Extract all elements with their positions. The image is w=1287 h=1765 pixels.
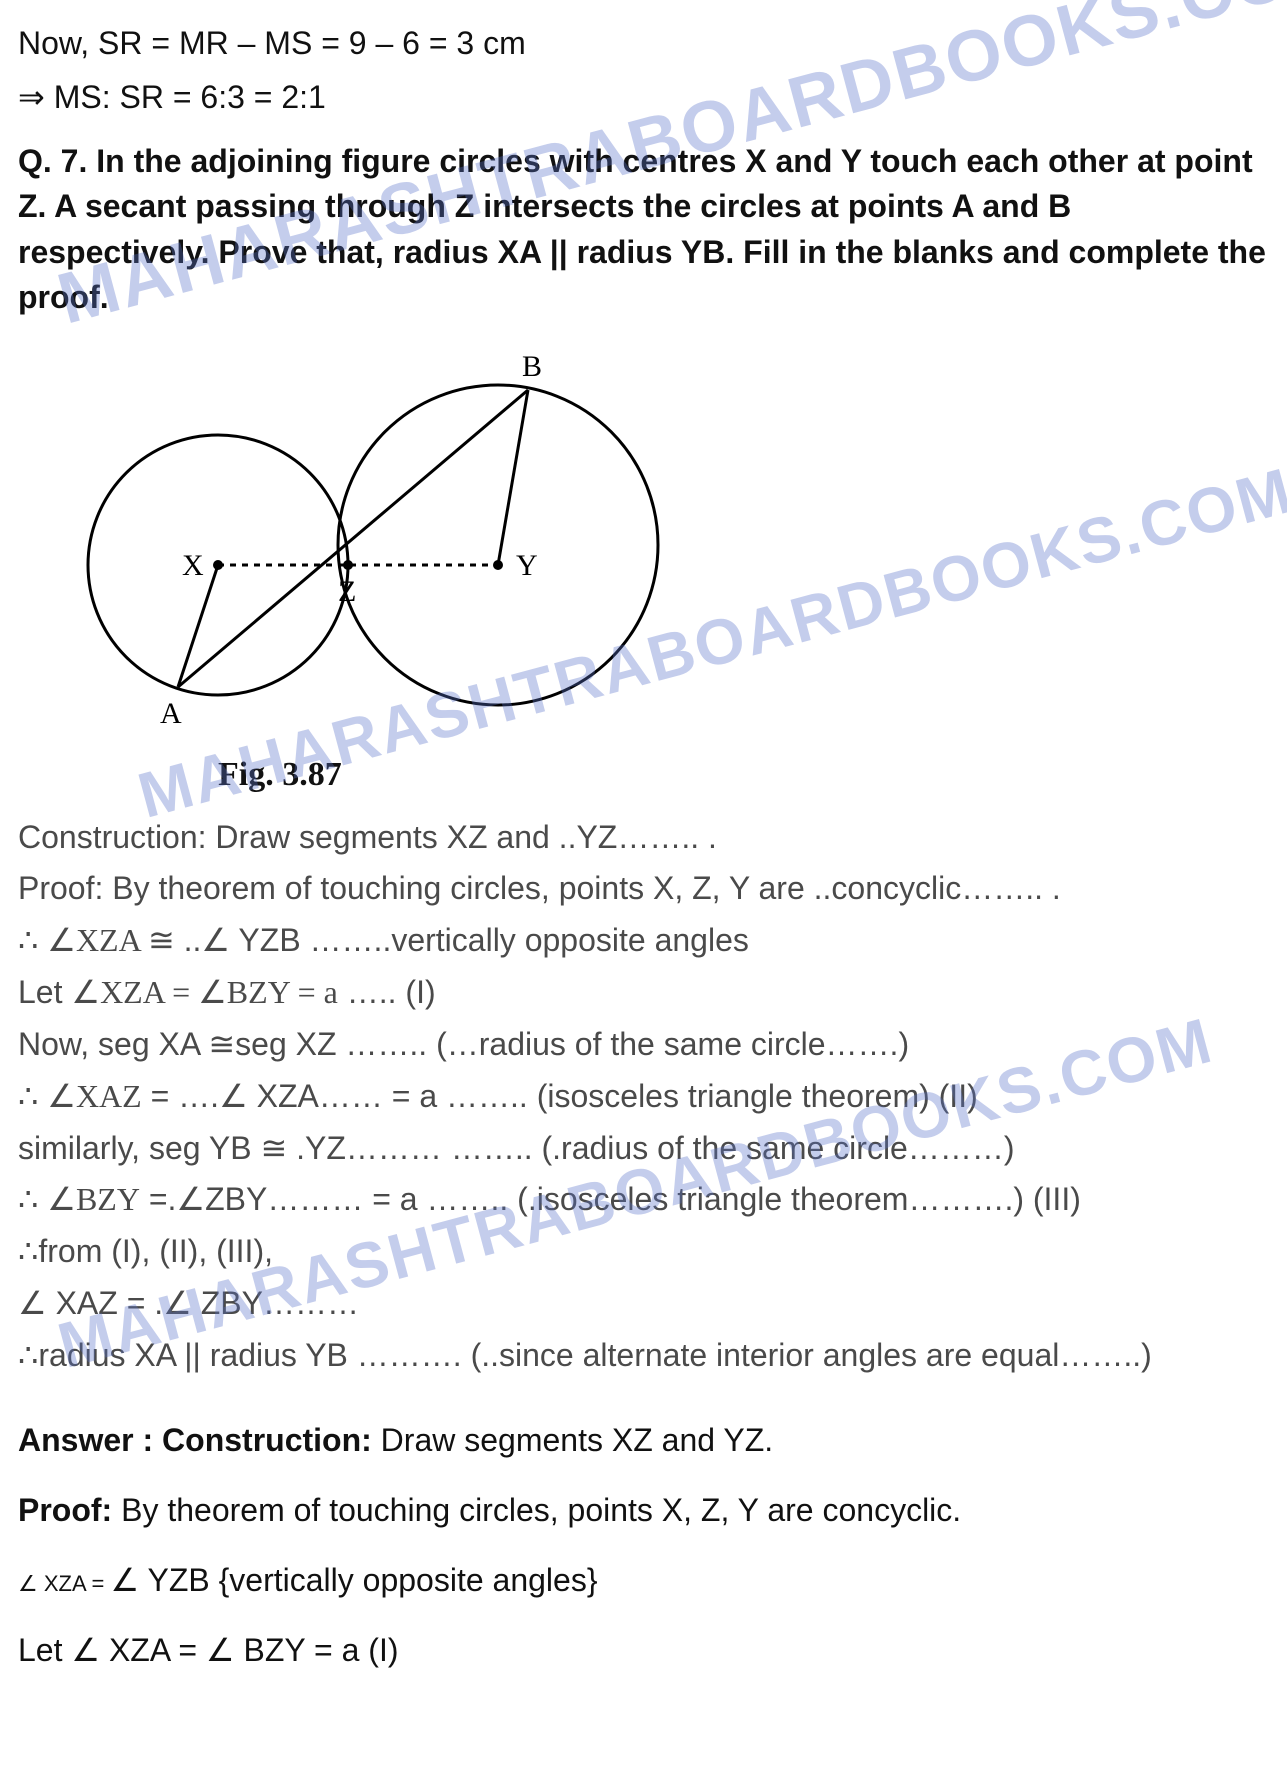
math-expression: ∠XZA = ∠BZY = a bbox=[71, 974, 337, 1010]
prev-solution-line-1: Now, SR = MR – MS = 9 – 6 = 3 cm bbox=[18, 20, 1269, 66]
math-expression: ∠BZY bbox=[47, 1181, 140, 1217]
proof-line: ∴ ∠XZA ≅ ..∠ YZB ……..vertically opposite… bbox=[18, 915, 1269, 967]
answer-line: Proof: By theorem of touching circles, p… bbox=[18, 1486, 1269, 1534]
proof-text: ..∠ YZB ……..vertically opposite angles bbox=[175, 922, 749, 958]
math-expression: ∠XAZ bbox=[47, 1078, 141, 1114]
answer-text: ∠ YZB {vertically opposite angles} bbox=[110, 1562, 597, 1598]
proof-line: Proof: By theorem of touching circles, p… bbox=[18, 863, 1269, 915]
answer-line: ∠ XZA = ∠ YZB {vertically opposite angle… bbox=[18, 1556, 1269, 1604]
answer-line: Let ∠ XZA = ∠ BZY = a (I) bbox=[18, 1626, 1269, 1674]
svg-text:A: A bbox=[160, 697, 182, 730]
proof-text: ….. (I) bbox=[338, 974, 436, 1010]
answer-text: Draw segments XZ and YZ. bbox=[372, 1422, 773, 1458]
math-expression: ∠XZA ≅ bbox=[47, 922, 175, 958]
svg-text:X: X bbox=[182, 549, 204, 582]
figure-caption: Fig. 3.87 bbox=[218, 756, 1269, 794]
svg-text:Z: Z bbox=[338, 575, 356, 608]
therefore-symbol: ∴ bbox=[18, 1181, 47, 1217]
svg-text:B: B bbox=[522, 350, 542, 383]
proof-line: Construction: Draw segments XZ and ..YZ…… bbox=[18, 812, 1269, 864]
svg-text:Y: Y bbox=[516, 549, 538, 582]
question-text: Q. 7. In the adjoining figure circles wi… bbox=[18, 139, 1269, 321]
geometry-diagram: B X Y Z A bbox=[58, 345, 678, 745]
proof-text: =.∠ZBY……… = a …….. (.isosceles triangle … bbox=[140, 1181, 1081, 1217]
answer-label: Answer : Construction: bbox=[18, 1422, 372, 1458]
prev-solution-line-2: ⇒ MS: SR = 6:3 = 2:1 bbox=[18, 74, 1269, 120]
proof-line: Now, seg XA ≅seg XZ …….. (…radius of the… bbox=[18, 1019, 1269, 1071]
angle-expression: ∠ XZA = bbox=[18, 1571, 110, 1596]
proof-line: ∴ ∠XAZ = ….∠ XZA…… = a …….. (isosceles t… bbox=[18, 1071, 1269, 1123]
proof-line: ∴from (I), (II), (III), bbox=[18, 1226, 1269, 1278]
proof-text: Let bbox=[18, 974, 71, 1010]
proof-line: similarly, seg YB ≅ .YZ……… …….. (.radius… bbox=[18, 1123, 1269, 1175]
answer-line: Answer : Construction: Draw segments XZ … bbox=[18, 1416, 1269, 1464]
proof-line: Let ∠XZA = ∠BZY = a ….. (I) bbox=[18, 967, 1269, 1019]
proof-line: ∴radius XA || radius YB ………. (..since al… bbox=[18, 1330, 1269, 1382]
proof-label: Proof: bbox=[18, 1492, 112, 1528]
answer-block: Answer : Construction: Draw segments XZ … bbox=[18, 1416, 1269, 1674]
proof-line: ∠ XAZ = .∠ ZBY……… bbox=[18, 1278, 1269, 1330]
answer-text: By theorem of touching circles, points X… bbox=[112, 1492, 961, 1528]
proof-text: = ….∠ XZA…… = a …….. (isosceles triangle… bbox=[142, 1078, 978, 1114]
therefore-symbol: ∴ bbox=[18, 1078, 47, 1114]
figure: B X Y Z A Fig. 3.87 bbox=[58, 345, 1269, 794]
proof-block: Construction: Draw segments XZ and ..YZ…… bbox=[18, 812, 1269, 1382]
page: MAHARASHTRABOARDBOOKS.COM MAHARASHTRABOA… bbox=[0, 0, 1287, 1736]
proof-line: ∴ ∠BZY =.∠ZBY……… = a …….. (.isosceles tr… bbox=[18, 1174, 1269, 1226]
therefore-symbol: ∴ bbox=[18, 922, 47, 958]
